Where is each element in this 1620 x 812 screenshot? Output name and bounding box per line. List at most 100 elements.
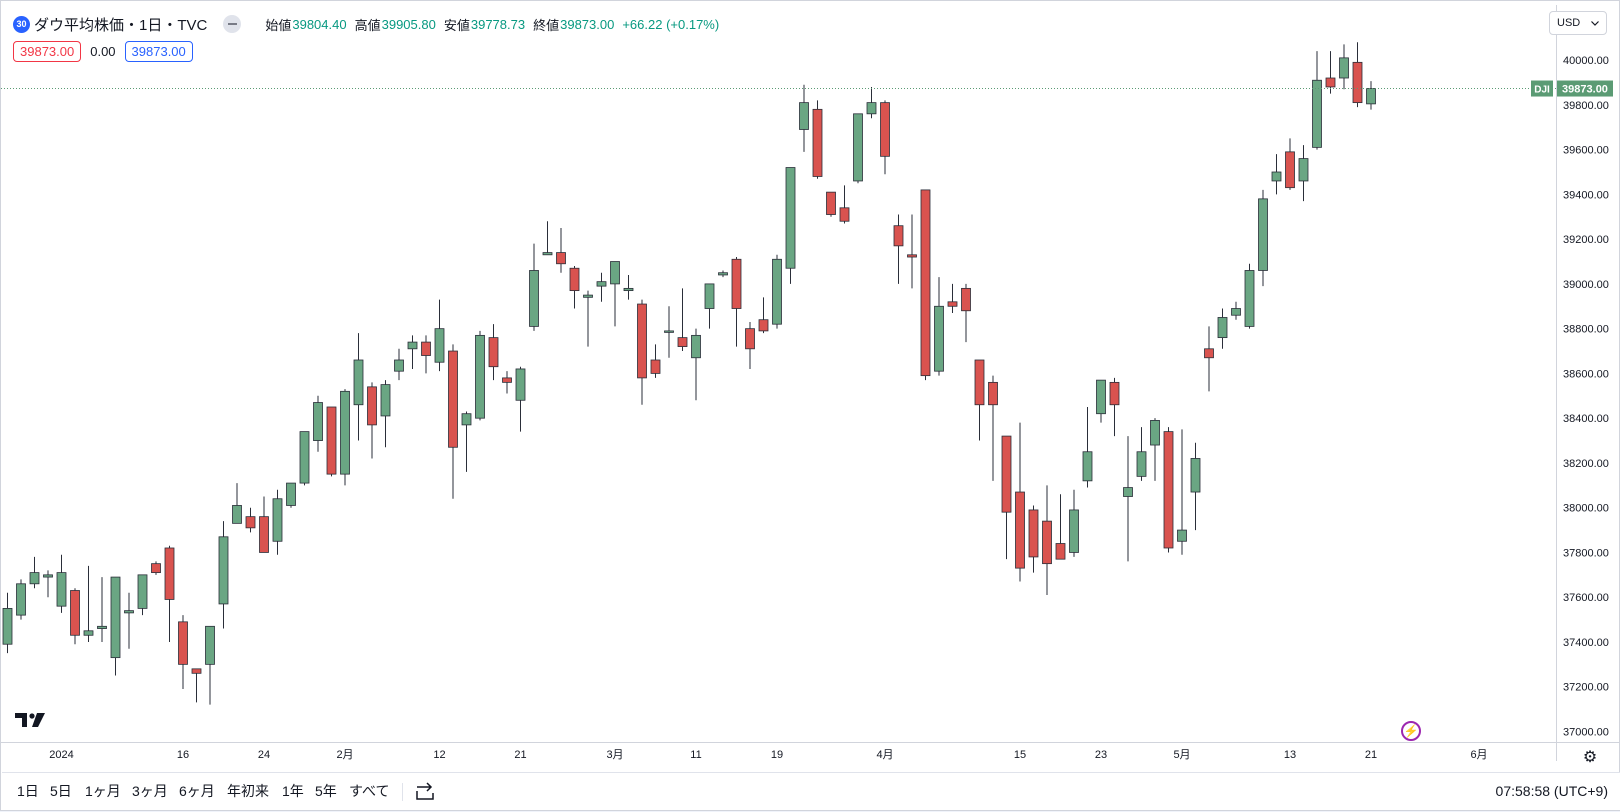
symbol-name[interactable]: ダウ平均株価・1日・TVC (34, 16, 208, 34)
range-3m-button[interactable]: 3ヶ月 (132, 783, 168, 799)
candle-body (1096, 379, 1106, 415)
range-6m-button[interactable]: 6ヶ月 (179, 783, 215, 799)
candle (340, 389, 350, 486)
candle (569, 265, 580, 309)
buy-price-button[interactable]: 39873.00 (124, 41, 193, 62)
eye-off-icon[interactable] (223, 15, 242, 33)
candle-body (29, 572, 40, 585)
candle (1244, 263, 1255, 329)
candle (1069, 489, 1079, 557)
candle (1028, 505, 1039, 573)
range-5d-button[interactable]: 5日 (50, 783, 72, 799)
candle (1042, 485, 1052, 595)
candle-body (191, 668, 202, 674)
y-tick-label: 39600.00 (1563, 145, 1609, 157)
currency-select[interactable]: USD (1549, 11, 1607, 35)
candle (1312, 51, 1322, 150)
x-tick-label: 16 (177, 749, 189, 761)
candle (1217, 308, 1228, 349)
candle-body (245, 516, 256, 529)
candle-body (583, 294, 593, 298)
candle-body (475, 334, 485, 419)
candle-body (826, 191, 836, 215)
candle-body (83, 630, 94, 636)
candle-body (137, 574, 148, 609)
lightning-icon[interactable]: ⚡ (1401, 721, 1421, 741)
candle-body (124, 610, 134, 614)
candle (475, 330, 485, 421)
candle (1271, 154, 1282, 195)
candle-body (704, 283, 715, 309)
candle (718, 270, 728, 278)
candle-body (1204, 348, 1214, 359)
candle (326, 406, 337, 477)
candle (1123, 436, 1133, 562)
bottom-toolbar: 1日 5日 1ヶ月 3ヶ月 6ヶ月 年初来 1年 5年 すべて 07:58:58… (2, 772, 1620, 810)
candle (232, 483, 242, 524)
candle (83, 565, 94, 642)
range-ytd-button[interactable]: 年初来 (227, 783, 269, 799)
candle-body (677, 337, 688, 347)
candle (16, 579, 26, 620)
candle-body (1150, 420, 1160, 446)
candle-body (1325, 77, 1336, 88)
candle-body (569, 267, 580, 292)
candle-body (353, 359, 364, 406)
candle-body (731, 258, 742, 309)
price-axis: 37000.00 37200.00 37400.00 37600.00 37800.00… (1556, 5, 1609, 761)
candle-body (920, 189, 931, 377)
last-price-tag-box (1557, 80, 1613, 97)
spread-value: 0.00 (90, 44, 116, 59)
clock-timezone[interactable]: 07:58:58 (UTC+9) (1495, 783, 1608, 799)
candle-body (97, 625, 107, 629)
x-tick-label: 15 (1014, 749, 1026, 761)
x-tick-label: 2月 (336, 749, 353, 761)
candle (583, 290, 593, 347)
tradingview-logo-icon[interactable] (15, 711, 49, 729)
candle (164, 545, 175, 642)
range-1y-button[interactable]: 1年 (282, 783, 304, 799)
candle-body (232, 505, 242, 524)
candle (1258, 189, 1268, 287)
candle-body (2, 608, 13, 645)
y-tick-label: 39000.00 (1563, 279, 1609, 291)
range-5y-button[interactable]: 5年 (315, 783, 337, 799)
candle-body (1298, 158, 1309, 182)
symbol-tag-box (1531, 80, 1553, 97)
range-1d-button[interactable]: 1日 (17, 783, 39, 799)
last-price-layer: DJI 39873.00 (1, 80, 1613, 97)
candle (866, 86, 877, 119)
candle (70, 588, 80, 645)
candle-body (1069, 509, 1079, 553)
candle-body (1015, 491, 1025, 569)
candle-body (164, 547, 175, 600)
candle (137, 574, 148, 616)
candle (515, 366, 526, 432)
candle (272, 489, 283, 555)
currency-label: USD (1557, 17, 1581, 29)
settings-icon[interactable]: ⚙ (1582, 749, 1598, 766)
candle (1298, 145, 1309, 202)
candle-body (1136, 451, 1147, 477)
sell-price-button[interactable]: 39873.00 (13, 41, 82, 62)
candle (461, 411, 472, 472)
candle-body (988, 381, 998, 406)
candle (97, 577, 107, 642)
candle-body (745, 328, 755, 350)
candle (1082, 406, 1093, 488)
y-tick-label: 40000.00 (1563, 55, 1609, 67)
candle-body (1001, 435, 1012, 513)
candle (853, 113, 863, 184)
candle (2, 592, 13, 654)
candle (407, 335, 418, 369)
range-all-button[interactable]: すべて (349, 783, 390, 799)
candle-body (367, 386, 377, 426)
y-tick-label: 39200.00 (1563, 234, 1609, 246)
range-1m-button[interactable]: 1ヶ月 (85, 783, 121, 799)
candle (785, 167, 796, 284)
candle (731, 257, 742, 347)
compare-icon[interactable] (412, 779, 438, 805)
candle (191, 668, 202, 703)
